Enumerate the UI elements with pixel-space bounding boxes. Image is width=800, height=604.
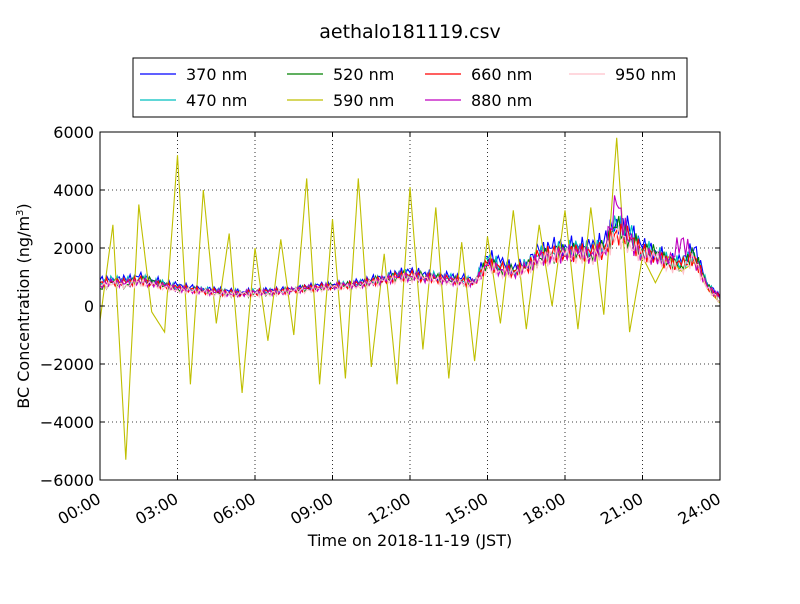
chart-title: aethalo181119.csv <box>319 21 501 43</box>
y-tick-label: −2000 <box>40 355 94 374</box>
legend-label: 590 nm <box>333 91 394 110</box>
x-tick-label: 21:00 <box>597 489 646 529</box>
x-axis-tick-labels: 00:00 03:00 06:00 09:00 12:00 15:00 18:00 21:00… <box>55 489 724 529</box>
x-tick-label: 15:00 <box>442 489 491 529</box>
legend-box <box>132 57 688 118</box>
y-tick-label: 0 <box>84 297 94 316</box>
legend-label: 370 nm <box>186 65 247 84</box>
y-axis-label-superscript: 3 <box>15 210 26 216</box>
gridlines <box>100 132 720 480</box>
legend-label: 520 nm <box>333 65 394 84</box>
x-tick-label: 03:00 <box>132 489 181 529</box>
series-line-370-nm <box>99 215 721 298</box>
plot-lines <box>99 137 721 460</box>
legend: 370 nm 470 nm 520 nm 590 nm 660 nm 880 nm 950 … <box>132 57 688 118</box>
y-tick-label: −4000 <box>40 413 94 432</box>
x-tick-label: 00:00 <box>55 489 104 529</box>
x-axis-label: Time on 2018-11-19 (JST) <box>307 531 512 550</box>
series-line-950-nm <box>99 225 721 303</box>
tick-marks <box>99 131 721 481</box>
x-tick-label: 09:00 <box>287 489 336 529</box>
x-tick-label: 06:00 <box>210 489 259 529</box>
y-axis-label-tail: ) <box>14 203 33 209</box>
legend-label: 950 nm <box>615 65 676 84</box>
y-tick-label: −6000 <box>40 471 94 490</box>
y-tick-label: 6000 <box>53 123 94 142</box>
y-tick-label: 2000 <box>53 239 94 258</box>
y-axis-label: BC Concentration (ng/m3) <box>14 203 33 408</box>
x-tick-label: 18:00 <box>520 489 569 529</box>
y-axis-label-main: BC Concentration (ng/m <box>14 216 33 409</box>
x-tick-label: 12:00 <box>365 489 414 529</box>
x-tick-label: 24:00 <box>675 489 724 529</box>
series-line-590-nm <box>99 137 721 460</box>
y-axis-tick-labels: 6000 4000 2000 0 −2000 −4000 −6000 <box>40 123 94 490</box>
y-tick-label: 4000 <box>53 181 94 200</box>
legend-label: 470 nm <box>186 91 247 110</box>
legend-label: 660 nm <box>471 65 532 84</box>
legend-label: 880 nm <box>471 91 532 110</box>
